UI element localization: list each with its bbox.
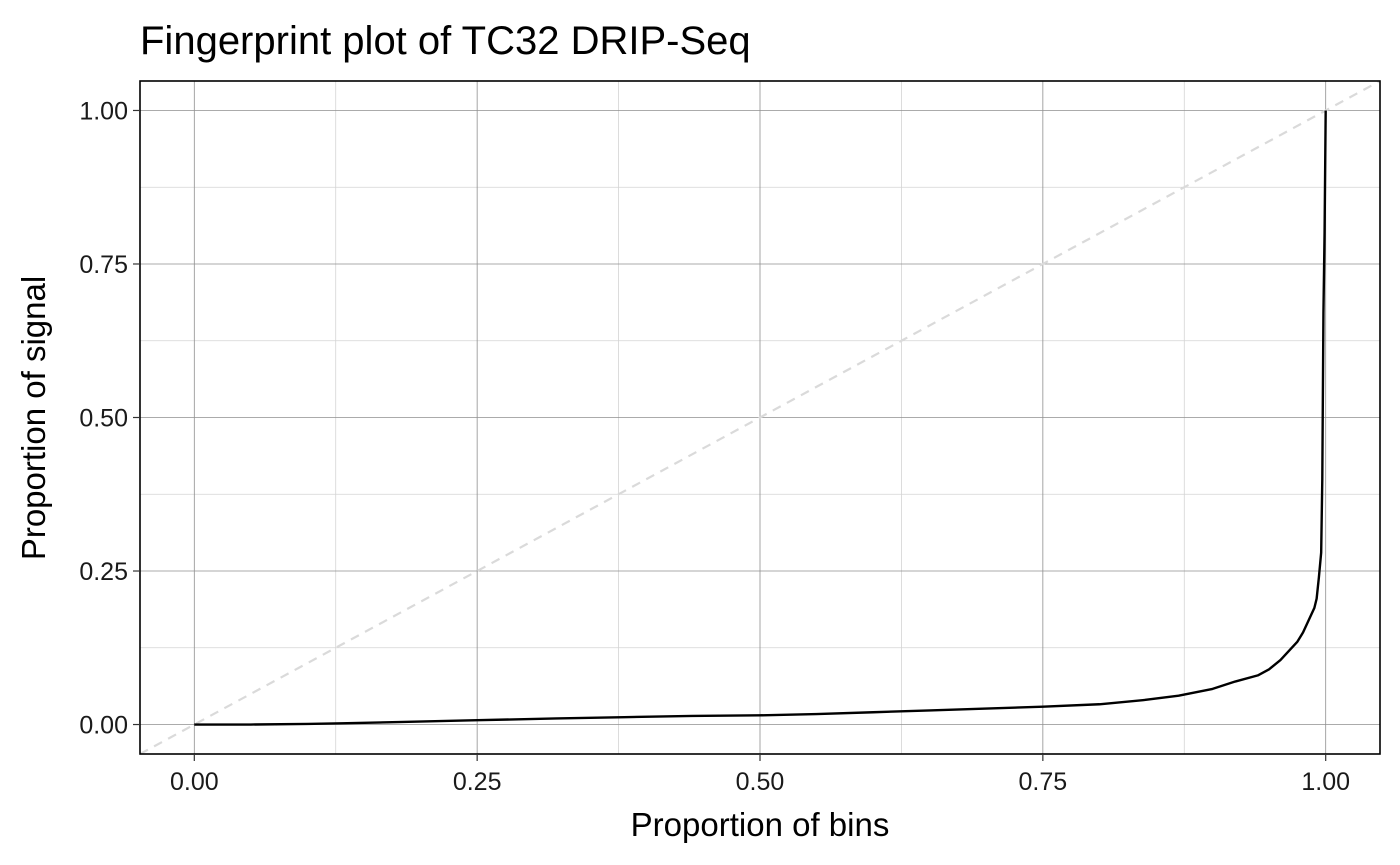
- x-tick-label: 0.00: [170, 768, 219, 796]
- x-tick-label: 0.50: [736, 768, 785, 796]
- x-axis-title: Proportion of bins: [631, 806, 890, 843]
- y-axis: 0.00 0.25 0.50 0.75 1.00: [79, 97, 140, 739]
- y-tick-label: 1.00: [79, 97, 128, 125]
- x-tick-label: 1.00: [1301, 768, 1350, 796]
- y-axis-title: Proportion of signal: [15, 276, 52, 560]
- chart-title: Fingerprint plot of TC32 DRIP-Seq: [140, 19, 751, 63]
- y-tick-label: 0.25: [79, 558, 128, 586]
- x-tick-label: 0.25: [453, 768, 502, 796]
- y-tick-label: 0.00: [79, 712, 128, 740]
- x-tick-label: 0.75: [1019, 768, 1068, 796]
- x-axis: 0.00 0.25 0.50 0.75 1.00: [170, 754, 1350, 796]
- y-tick-label: 0.50: [79, 405, 128, 433]
- y-tick-label: 0.75: [79, 251, 128, 279]
